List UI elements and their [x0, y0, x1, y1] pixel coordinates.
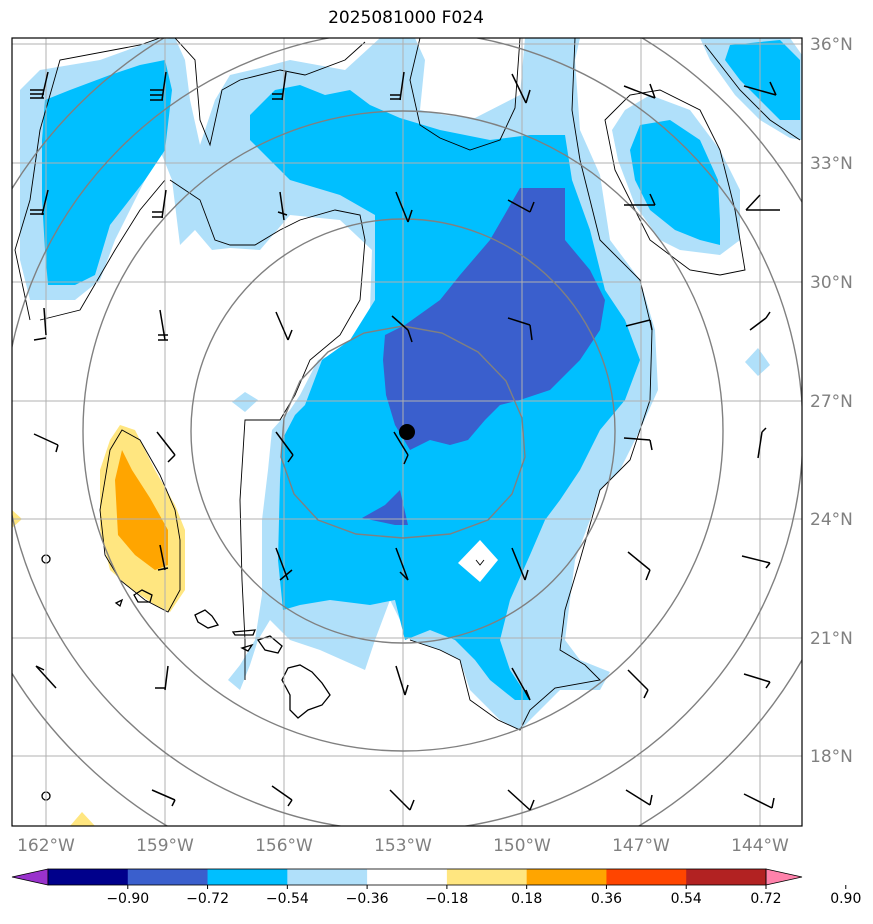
colorbar-segment — [686, 869, 767, 885]
lat-label-33n: 33°N — [810, 154, 853, 174]
lon-label-162w: 162°W — [17, 836, 75, 856]
map-title: 2025081000 F024 — [328, 8, 484, 28]
colorbar-tick-label: −0.18 — [425, 891, 468, 907]
lat-label-27n: 27°N — [810, 392, 853, 412]
range-rings — [12, 38, 802, 826]
coastlines-hawaii — [41, 554, 331, 801]
colorbar-extend-max — [765, 868, 803, 886]
colorbar-tick-label: 0.72 — [750, 891, 781, 907]
contour-lines — [14, 38, 801, 731]
storm-center-marker — [399, 424, 415, 440]
colorbar-tick-label: −0.90 — [106, 891, 149, 907]
colorbar-segment — [526, 869, 607, 885]
colorbar: −0.90 −0.72 −0.54 −0.36 −0.18 0.18 0.36 0.54 0.7… — [11, 868, 861, 907]
lat-label-21n: 21°N — [810, 629, 853, 649]
colorbar-segment — [367, 869, 448, 885]
colorbar-segment — [48, 869, 129, 885]
colorbar-tick-label: 0.54 — [671, 891, 702, 907]
colorbar-tick-label: 0.36 — [591, 891, 622, 907]
lat-label-24n: 24°N — [810, 510, 853, 530]
colorbar-segment — [127, 869, 209, 885]
contour-hole — [458, 540, 498, 582]
colorbar-segment — [207, 869, 288, 885]
colorbar-frame — [47, 868, 767, 886]
contour-fill-yellow — [12, 425, 185, 826]
colorbar-segment — [287, 869, 368, 885]
wind-barbs — [30, 71, 780, 811]
lon-label-153w: 153°W — [374, 836, 432, 856]
contour-fill-orange — [115, 450, 168, 570]
colorbar-tick-label: 0.90 — [830, 891, 861, 907]
lat-label-18n: 18°N — [810, 747, 853, 767]
colorbar-tick-label: −0.72 — [186, 891, 229, 907]
lon-label-144w: 144°W — [731, 836, 789, 856]
colorbar-segment — [446, 869, 528, 885]
colorbar-tick-label: −0.36 — [346, 891, 389, 907]
colorbar-segment — [606, 869, 687, 885]
lon-label-159w: 159°W — [136, 836, 194, 856]
map-plot-area — [12, 38, 802, 826]
lat-label-30n: 30°N — [810, 273, 853, 293]
lon-label-147w: 147°W — [612, 836, 670, 856]
lat-axis: 18°N 21°N 24°N 27°N 30°N 33°N 36°N — [810, 35, 853, 767]
lon-label-150w: 150°W — [493, 836, 551, 856]
colorbar-extend-min — [11, 868, 49, 886]
colorbar-tick-label: 0.18 — [511, 891, 542, 907]
lon-axis: 162°W 159°W 156°W 153°W 150°W 147°W 144°… — [17, 836, 789, 856]
contour-fill-royal-blue — [362, 188, 605, 525]
graticule — [12, 38, 802, 826]
map-frame — [11, 37, 803, 827]
colorbar-tick-label: −0.54 — [266, 891, 309, 907]
lon-label-156w: 156°W — [255, 836, 313, 856]
lat-label-36n: 36°N — [810, 35, 853, 55]
